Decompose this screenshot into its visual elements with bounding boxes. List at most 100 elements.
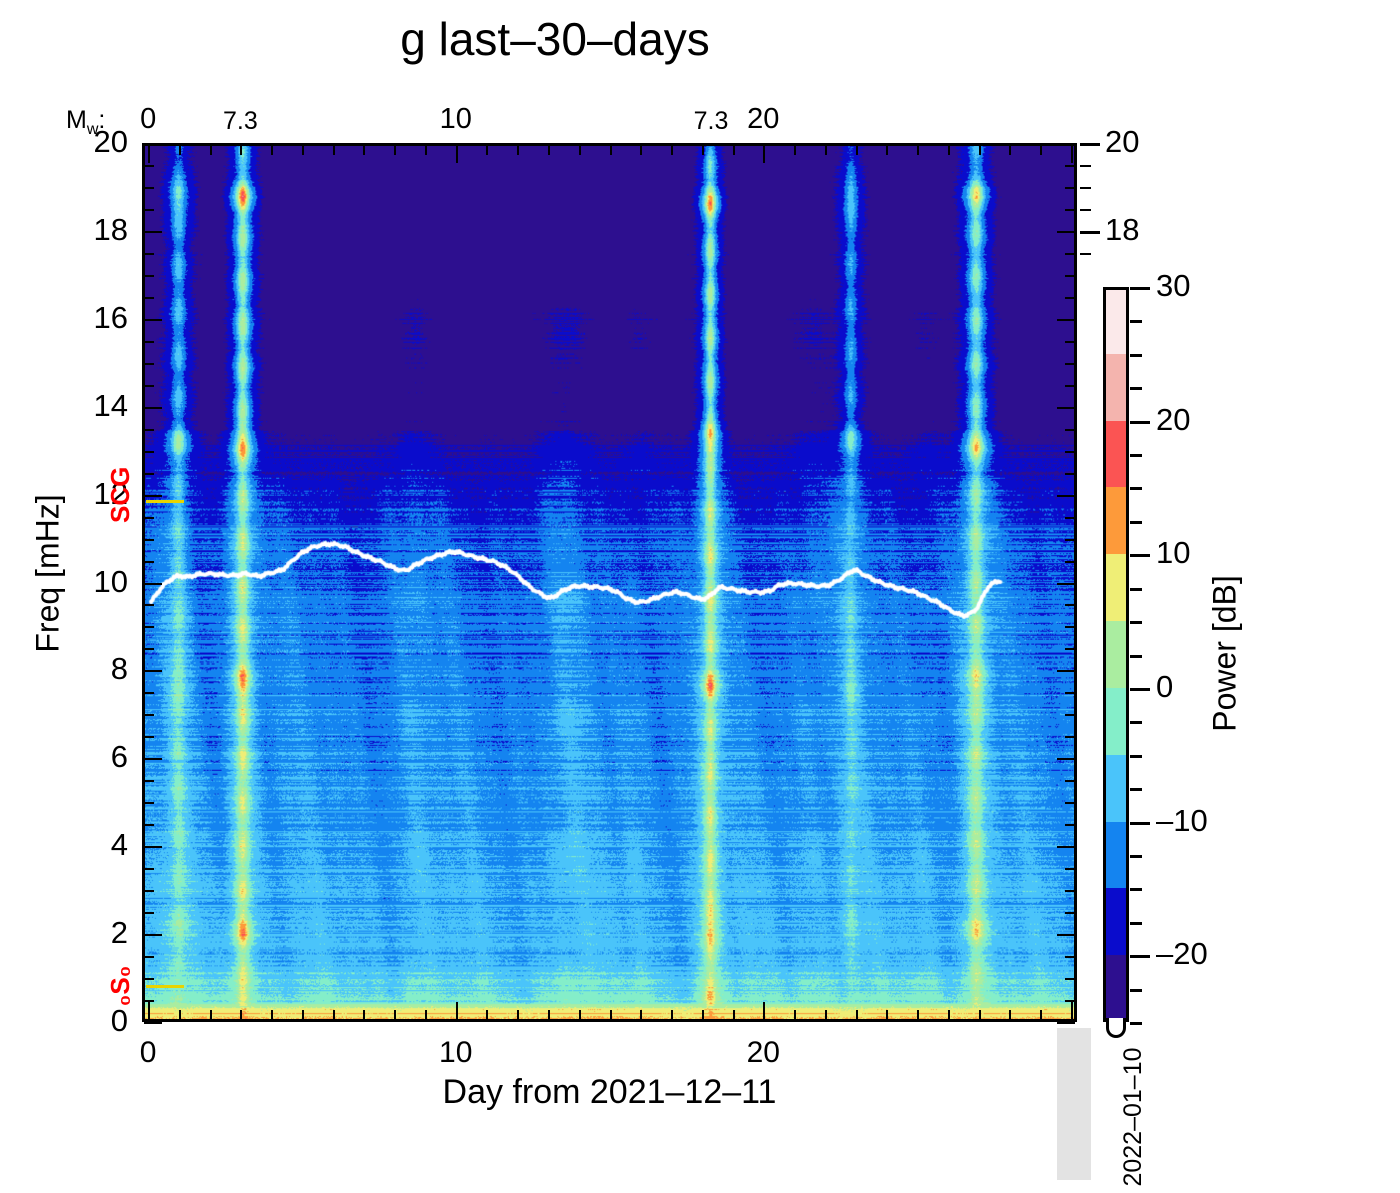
colorbar-tick — [1130, 554, 1150, 557]
y-tick-left — [144, 868, 154, 870]
y-tick-right — [1065, 626, 1075, 628]
x-tick-bottom — [548, 1010, 550, 1020]
colorbar-tick-label: –20 — [1156, 936, 1208, 972]
x-tick-bottom — [702, 1010, 704, 1020]
colorbar-tick — [1130, 688, 1150, 691]
x-top-event-magnitude-label: 7.3 — [223, 107, 258, 135]
mode-tick-scg — [146, 500, 184, 504]
x-tick-bottom — [302, 1010, 304, 1020]
y-tick-left — [144, 517, 154, 519]
colorbar-tick — [1130, 588, 1142, 591]
spectrogram-plot[interactable] — [142, 143, 1077, 1022]
x-tick-top — [302, 145, 304, 155]
y-tick-right-outer-minor — [1080, 187, 1091, 189]
y-tick-right — [1065, 539, 1075, 541]
y-tick-right — [1065, 868, 1075, 870]
y-tick-right — [1057, 758, 1075, 760]
y-tick-left — [144, 736, 154, 738]
y-tick-right — [1057, 231, 1075, 233]
x-tick-bottom — [394, 1010, 396, 1020]
colorbar-tick — [1130, 421, 1150, 424]
x-tick-bottom — [210, 1010, 212, 1020]
x-tick-bottom — [917, 1010, 919, 1020]
colorbar-tick — [1130, 922, 1142, 925]
y-axis-title: Freq [mHz] — [29, 494, 66, 653]
colorbar-band — [1106, 353, 1126, 422]
colorbar-bottom-cap — [1106, 1018, 1126, 1038]
x-top-tick-label: 0 — [140, 103, 157, 135]
y-tick-left — [144, 187, 154, 189]
y-tick-right — [1057, 670, 1075, 672]
y-tick-left — [144, 978, 154, 980]
y-tick-right — [1065, 714, 1075, 716]
y-tick-right — [1065, 604, 1075, 606]
x-tick-top — [179, 145, 181, 155]
mw-subscript: w — [86, 121, 99, 138]
x-tick-top — [1071, 145, 1073, 163]
y-left-tick-label: 0 — [110, 1003, 128, 1038]
x-tick-top — [1040, 145, 1042, 155]
y-tick-left — [144, 561, 154, 563]
x-tick-bottom — [148, 1002, 150, 1020]
y-tick-left — [144, 165, 154, 167]
y-tick-right-outer — [1080, 231, 1100, 234]
colorbar-tick — [1130, 521, 1142, 524]
y-tick-right — [1057, 495, 1075, 497]
y-tick-left — [144, 692, 154, 694]
x-tick-bottom — [948, 1010, 950, 1020]
y-tick-left — [144, 429, 154, 431]
y-tick-right — [1057, 319, 1075, 321]
x-tick-bottom — [733, 1010, 735, 1020]
y-tick-left — [144, 780, 154, 782]
colorbar-tick — [1130, 320, 1142, 323]
colorbar-tick — [1130, 655, 1142, 658]
y-tick-right-outer — [1080, 143, 1100, 146]
colorbar-tick — [1130, 1022, 1142, 1025]
x-tick-top — [702, 145, 704, 155]
y-tick-right-outer-minor — [1080, 209, 1091, 211]
colorbar-tick — [1130, 989, 1142, 992]
y-tick-left — [144, 890, 154, 892]
y-tick-right — [1057, 583, 1075, 585]
x-tick-top — [1009, 145, 1011, 155]
colorbar-band — [1106, 687, 1126, 756]
y-tick-left — [144, 934, 162, 936]
mode-label-scg: SCG — [105, 466, 135, 524]
colorbar-tick — [1130, 788, 1142, 791]
x-tick-top — [333, 145, 335, 155]
colorbar-tick-label: 0 — [1156, 668, 1174, 704]
y-tick-left — [144, 758, 162, 760]
y-tick-right — [1065, 209, 1075, 211]
x-tick-top — [886, 145, 888, 155]
x-tick-bottom — [271, 1010, 273, 1020]
y-tick-left — [144, 912, 154, 914]
y-tick-right — [1057, 846, 1075, 848]
y-tick-right — [1065, 912, 1075, 914]
y-tick-left — [144, 604, 154, 606]
x-axis-title: Day from 2021–12–11 — [442, 1073, 777, 1111]
x-tick-top — [579, 145, 581, 155]
colorbar-band — [1106, 420, 1126, 489]
spectrogram-canvas[interactable] — [145, 146, 1074, 1019]
colorbar-tick — [1130, 621, 1142, 624]
colorbar-tick-label: 10 — [1156, 535, 1191, 571]
x-tick-top — [917, 145, 919, 155]
x-tick-top — [271, 145, 273, 155]
colorbar-band — [1106, 290, 1126, 355]
x-tick-top — [148, 145, 150, 163]
mw-axis-label: Mw: — [66, 106, 106, 138]
x-tick-bottom — [179, 1010, 181, 1020]
y-tick-left — [144, 231, 162, 233]
x-tick-top — [610, 145, 612, 155]
y-tick-left — [144, 824, 154, 826]
colorbar-tick — [1130, 955, 1150, 958]
colorbar-band — [1106, 621, 1126, 689]
y-left-tick-label: 2 — [110, 915, 128, 951]
x-tick-bottom — [1071, 1002, 1073, 1020]
x-tick-bottom — [671, 1010, 673, 1020]
y-left-tick-label: 6 — [110, 739, 128, 775]
colorbar-title: Power [dB] — [1206, 575, 1243, 732]
y-tick-left — [144, 539, 154, 541]
x-tick-top — [548, 145, 550, 155]
x-tick-top — [856, 145, 858, 155]
